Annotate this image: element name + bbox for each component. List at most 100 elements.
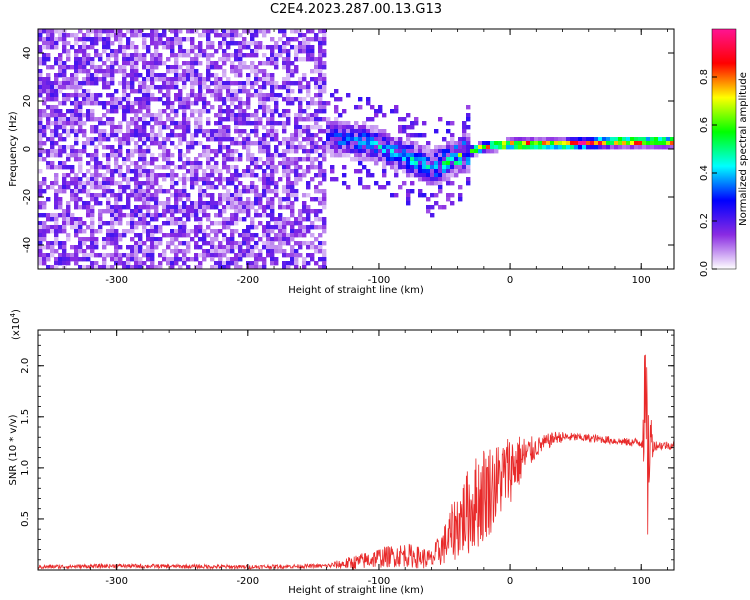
spectrogram-cell: [454, 157, 459, 162]
spectrogram-cell: [270, 93, 275, 98]
spectrogram-cell: [174, 109, 179, 114]
spectrogram-cell: [394, 149, 399, 154]
spectrogram-cell: [138, 105, 143, 110]
spectrogram-cell: [226, 93, 231, 98]
spectrogram-cell: [166, 261, 171, 266]
spectrogram-cell: [378, 149, 383, 154]
spectrogram-cell: [414, 141, 419, 146]
spectrogram-cell: [54, 233, 59, 238]
spectrogram-cell: [134, 197, 139, 202]
spectrogram-cell: [418, 161, 423, 166]
spectrogram-cell: [162, 85, 167, 90]
spectrogram-cell: [538, 137, 543, 142]
spectrogram-cell: [318, 53, 323, 58]
spectrogram-cell: [66, 209, 71, 214]
spectrogram-cell: [366, 117, 371, 122]
spectrogram-cell: [322, 49, 327, 54]
spectrogram-cell: [246, 101, 251, 106]
spectrogram-cell: [194, 241, 199, 246]
spectrogram-cell: [414, 133, 419, 138]
spectrogram-cell: [162, 173, 167, 178]
spectrogram-cell: [126, 141, 131, 146]
spectrogram-cell: [250, 161, 255, 166]
spectrogram-cell: [406, 197, 411, 202]
spectrogram-cell: [670, 145, 675, 150]
spectrogram-cell: [74, 221, 79, 226]
spectrogram-cell: [418, 193, 423, 198]
spectrogram-cell: [430, 157, 435, 162]
spectrogram-cell: [170, 69, 175, 74]
spectrogram-cell: [42, 157, 47, 162]
spectrogram-cell: [230, 137, 235, 142]
spectrogram-cell: [162, 93, 167, 98]
spectrogram-cell: [154, 97, 159, 102]
spectrogram-cell: [178, 249, 183, 254]
spectrogram-cell: [182, 229, 187, 234]
spectrogram-cell: [270, 217, 275, 222]
spectrogram-cell: [234, 89, 239, 94]
spectrogram-cell: [450, 181, 455, 186]
spectrogram-cell: [62, 85, 67, 90]
spectrogram-cell: [178, 133, 183, 138]
spectrogram-cell: [254, 89, 259, 94]
spectrogram-cell: [102, 61, 107, 66]
spectrogram-cell: [246, 97, 251, 102]
spectrogram-y-tick-label: 0: [22, 146, 33, 152]
spectrogram-cell: [110, 53, 115, 58]
spectrogram-cell: [198, 197, 203, 202]
spectrogram-cell: [158, 133, 163, 138]
spectrogram-cell: [402, 117, 407, 122]
spectrogram-cell: [94, 157, 99, 162]
spectrogram-cell: [454, 145, 459, 150]
spectrogram-cell: [282, 49, 287, 54]
spectrogram-cell: [182, 53, 187, 58]
spectrogram-cell: [86, 113, 91, 118]
spectrogram-cell: [206, 53, 211, 58]
spectrogram-cell: [114, 133, 119, 138]
spectrogram-cell: [190, 133, 195, 138]
spectrogram-cell: [354, 145, 359, 150]
spectrogram-cell: [38, 169, 43, 174]
spectrogram-cell: [170, 185, 175, 190]
spectrogram-cell: [170, 193, 175, 198]
spectrogram-cell: [230, 97, 235, 102]
spectrogram-cell: [166, 41, 171, 46]
spectrogram-cell: [306, 157, 311, 162]
spectrogram-cell: [150, 181, 155, 186]
spectrogram-cell: [174, 261, 179, 266]
spectrogram-cell: [90, 65, 95, 70]
spectrogram-cell: [242, 89, 247, 94]
spectrogram-cell: [254, 245, 259, 250]
spectrogram-cell: [74, 129, 79, 134]
spectrogram-cell: [162, 165, 167, 170]
spectrogram-cell: [82, 201, 87, 206]
spectrogram-cell: [126, 29, 131, 34]
spectrogram-cell: [226, 217, 231, 222]
spectrogram-cell: [334, 89, 339, 94]
spectrogram-cell: [178, 149, 183, 154]
spectrogram-x-tick-label: 0: [507, 275, 513, 286]
spectrogram-cell: [78, 149, 83, 154]
spectrogram-cell: [130, 41, 135, 46]
spectrogram-cell: [174, 165, 179, 170]
spectrogram-cell: [234, 193, 239, 198]
spectrogram-cell: [406, 125, 411, 130]
spectrogram-cell: [174, 37, 179, 42]
spectrogram-cell: [38, 153, 43, 158]
spectrogram-cell: [154, 197, 159, 202]
spectrogram-cell: [142, 181, 147, 186]
spectrogram-cell: [98, 101, 103, 106]
spectrogram-cell: [126, 149, 131, 154]
spectrogram-cell: [134, 53, 139, 58]
spectrogram-cell: [330, 145, 335, 150]
spectrogram-cell: [166, 117, 171, 122]
spectrogram-cell: [82, 237, 87, 242]
spectrogram-cell: [286, 77, 291, 82]
spectrogram-cell: [286, 161, 291, 166]
spectrogram-cell: [274, 249, 279, 254]
spectrogram-cell: [318, 225, 323, 230]
spectrogram-cell: [242, 173, 247, 178]
spectrogram-cell: [262, 101, 267, 106]
spectrogram-cell: [458, 161, 463, 166]
spectrogram-cell: [246, 81, 251, 86]
